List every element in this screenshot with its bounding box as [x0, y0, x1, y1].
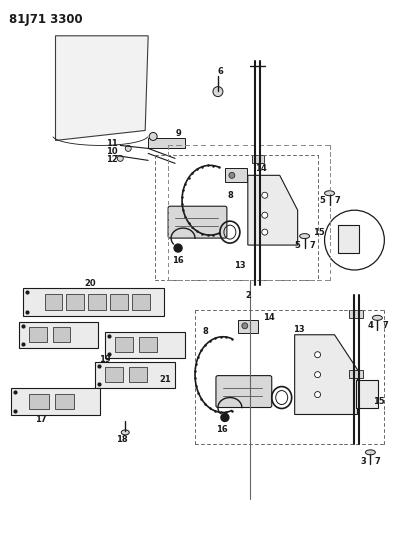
Bar — [66, 294, 84, 310]
Bar — [238, 320, 258, 333]
Circle shape — [314, 372, 320, 377]
Text: 13: 13 — [293, 325, 304, 334]
Circle shape — [221, 414, 229, 422]
Text: 81J71 3300: 81J71 3300 — [9, 13, 82, 26]
Bar — [129, 367, 147, 382]
Bar — [349, 370, 363, 377]
Bar — [132, 294, 150, 310]
Text: 14: 14 — [255, 164, 267, 173]
Ellipse shape — [373, 316, 382, 320]
Text: 16: 16 — [172, 255, 184, 264]
Text: 14: 14 — [263, 313, 275, 322]
Text: 3: 3 — [361, 457, 366, 466]
Circle shape — [314, 352, 320, 358]
Text: 15: 15 — [313, 228, 324, 237]
Ellipse shape — [324, 191, 335, 196]
Circle shape — [262, 229, 268, 235]
Bar — [55, 393, 74, 409]
Bar — [357, 379, 378, 408]
FancyBboxPatch shape — [216, 376, 272, 408]
Ellipse shape — [121, 430, 129, 435]
Circle shape — [149, 133, 157, 140]
Bar — [23, 288, 164, 316]
Circle shape — [174, 244, 182, 252]
Bar — [115, 337, 133, 352]
Circle shape — [262, 192, 268, 198]
Circle shape — [213, 87, 223, 96]
Ellipse shape — [365, 450, 375, 455]
Text: 21: 21 — [159, 375, 171, 384]
Text: 5: 5 — [295, 240, 300, 249]
Polygon shape — [295, 335, 357, 415]
Bar — [252, 210, 264, 218]
FancyBboxPatch shape — [168, 206, 227, 238]
Text: 18: 18 — [117, 435, 128, 444]
Bar — [96, 362, 175, 387]
Text: 19: 19 — [100, 355, 111, 364]
Bar — [29, 393, 49, 409]
Bar — [53, 327, 70, 342]
Circle shape — [262, 212, 268, 218]
Text: 17: 17 — [35, 415, 47, 424]
Bar — [338, 225, 359, 253]
Bar — [88, 294, 106, 310]
Text: 20: 20 — [84, 279, 96, 288]
Text: 4: 4 — [367, 321, 373, 330]
Polygon shape — [248, 175, 298, 245]
Bar — [349, 310, 363, 318]
Text: 16: 16 — [216, 425, 228, 434]
Bar — [45, 294, 62, 310]
Text: 13: 13 — [234, 261, 246, 270]
Circle shape — [324, 210, 384, 270]
Bar — [19, 322, 98, 348]
Text: 12: 12 — [106, 155, 118, 164]
Circle shape — [117, 156, 123, 161]
Circle shape — [314, 392, 320, 398]
Text: 9: 9 — [175, 129, 181, 138]
Bar — [110, 294, 128, 310]
Text: 6: 6 — [218, 67, 224, 76]
Polygon shape — [148, 139, 185, 148]
Text: 7: 7 — [382, 321, 388, 330]
Bar — [11, 387, 100, 416]
Text: 8: 8 — [228, 191, 234, 200]
Bar — [139, 337, 157, 352]
Bar — [105, 367, 123, 382]
Text: 15: 15 — [373, 397, 384, 406]
Polygon shape — [55, 36, 148, 140]
Text: 7: 7 — [335, 196, 340, 205]
Text: 7: 7 — [375, 457, 380, 466]
Text: 7: 7 — [310, 240, 316, 249]
Text: 5: 5 — [320, 196, 326, 205]
Text: 10: 10 — [107, 147, 118, 156]
Bar — [252, 156, 264, 163]
Bar — [29, 327, 47, 342]
Circle shape — [125, 146, 131, 151]
Circle shape — [229, 172, 235, 179]
Bar — [105, 332, 185, 358]
Text: 2: 2 — [245, 292, 251, 301]
Bar — [225, 168, 247, 182]
Text: 8: 8 — [202, 327, 208, 336]
Text: 11: 11 — [106, 139, 118, 148]
Ellipse shape — [300, 233, 310, 239]
Circle shape — [242, 323, 248, 329]
